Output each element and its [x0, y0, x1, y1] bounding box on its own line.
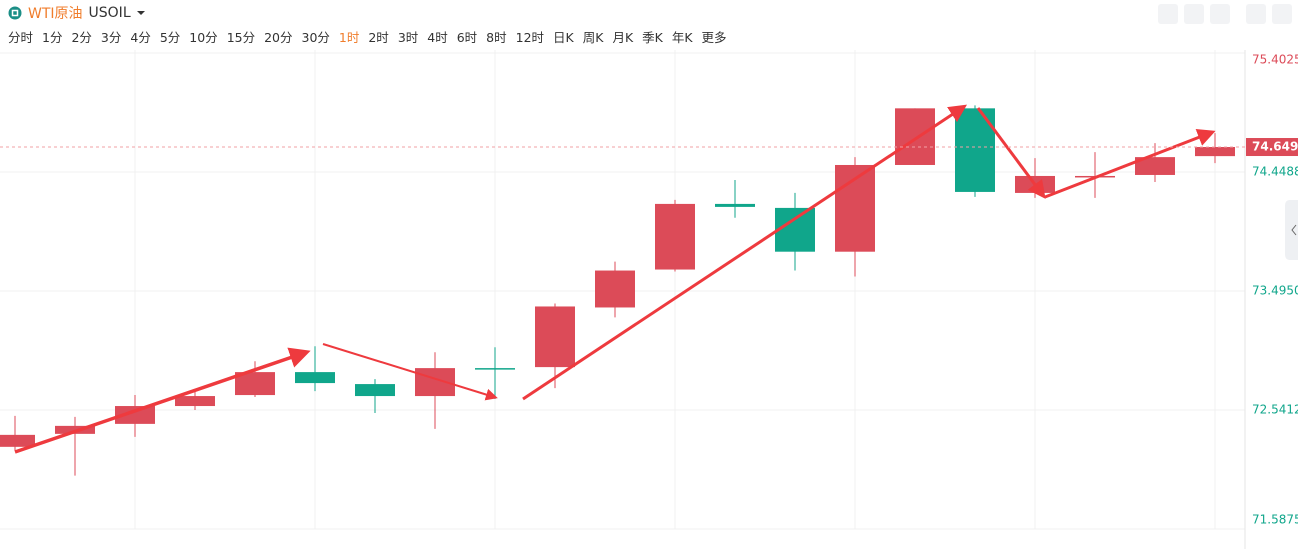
tool-icons: [1158, 4, 1292, 24]
candle-body: [0, 434, 35, 447]
interval-button[interactable]: 日K: [553, 30, 574, 45]
symbol[interactable]: WTI原油 USOIL: [8, 3, 145, 23]
caret: [136, 11, 145, 15]
indicator-button[interactable]: [1158, 4, 1178, 24]
symbol-icon: [8, 6, 22, 20]
symbol-name: WTI原油: [28, 6, 83, 22]
interval-bar: 分时 1分 2分 3分 4分 5分 10分 15分 20分 30分 1时 2时 3时 4时 6时 8时 12时日…: [8, 27, 736, 46]
interval-button[interactable]: 4时: [427, 30, 448, 45]
arrow: [322, 343, 498, 401]
trend-arrows: [14, 104, 1216, 454]
draw-button[interactable]: [1184, 4, 1204, 24]
y-tick-label: 71.5875: [1252, 513, 1298, 527]
interval-button[interactable]: 分时: [8, 30, 34, 45]
arrow: [1044, 128, 1216, 199]
candle-body: [535, 306, 575, 368]
arrow: [14, 347, 311, 454]
interval-button[interactable]: 30分: [301, 30, 330, 45]
interval-button[interactable]: 2时: [368, 30, 389, 45]
candle-body: [1135, 157, 1175, 175]
interval-button[interactable]: 5分: [159, 30, 181, 45]
interval-button[interactable]: 季K: [642, 30, 663, 45]
interval-button[interactable]: 1分: [42, 30, 63, 45]
close-button[interactable]: [1272, 4, 1292, 24]
candle-body: [175, 396, 215, 407]
candle-body: [895, 108, 935, 165]
interval-button[interactable]: 更多: [701, 30, 727, 45]
time-grid: [0, 50, 1245, 530]
interval-button[interactable]: 周K: [582, 30, 604, 45]
y-tick-label: 75.4025: [1252, 53, 1298, 67]
y-tick-label: 73.4950: [1252, 284, 1298, 298]
candle-body: [295, 372, 335, 384]
candle-body: [235, 372, 275, 396]
interval-button[interactable]: 月K: [612, 30, 634, 45]
candle-body: [355, 384, 395, 397]
arrow: [522, 104, 968, 401]
interval-button[interactable]: 6时: [456, 30, 478, 45]
chart-type-button[interactable]: [1210, 4, 1230, 24]
candle-body: [655, 203, 695, 270]
y-tick-label: 72.5412: [1252, 403, 1298, 417]
interval-button[interactable]: 3分: [100, 30, 122, 45]
interval-button[interactable]: 2分: [71, 30, 92, 45]
toolbar: WTI原油 USOIL 分时 1分 2分 3分 4分 5分 10分 15分 20分 30分 1时 2时…: [0, 0, 1298, 50]
chart: 75.4025 74.4488 73.4950 72.5412 71.5875 74.64…: [0, 50, 1298, 549]
side-tab-icon: [1291, 224, 1297, 236]
interval-button[interactable]: 12时: [515, 30, 545, 45]
fullscreen-button[interactable]: [1246, 4, 1266, 24]
interval-button[interactable]: 3时: [397, 30, 419, 45]
y-tick-label: 74.4488: [1252, 164, 1298, 178]
arrow: [976, 107, 1046, 199]
interval-button[interactable]: 1时: [338, 30, 360, 45]
interval-button[interactable]: 10分: [189, 30, 218, 45]
interval-button[interactable]: 20分: [264, 30, 293, 45]
interval-button[interactable]: 年K: [671, 30, 693, 45]
candle-body: [1195, 147, 1235, 157]
interval-button[interactable]: 15分: [226, 30, 256, 45]
candle-body: [115, 406, 155, 424]
candle-body: [475, 368, 515, 370]
last-price-box: [1246, 138, 1298, 157]
interval-button[interactable]: 8时: [486, 30, 507, 45]
candle-body: [715, 203, 755, 207]
last-price-label: 74.6490: [1252, 140, 1298, 154]
symbol-code: USOIL: [88, 5, 131, 21]
candle-body: [775, 207, 815, 252]
interval-button[interactable]: 4分: [130, 30, 151, 45]
candle-body: [595, 270, 635, 308]
